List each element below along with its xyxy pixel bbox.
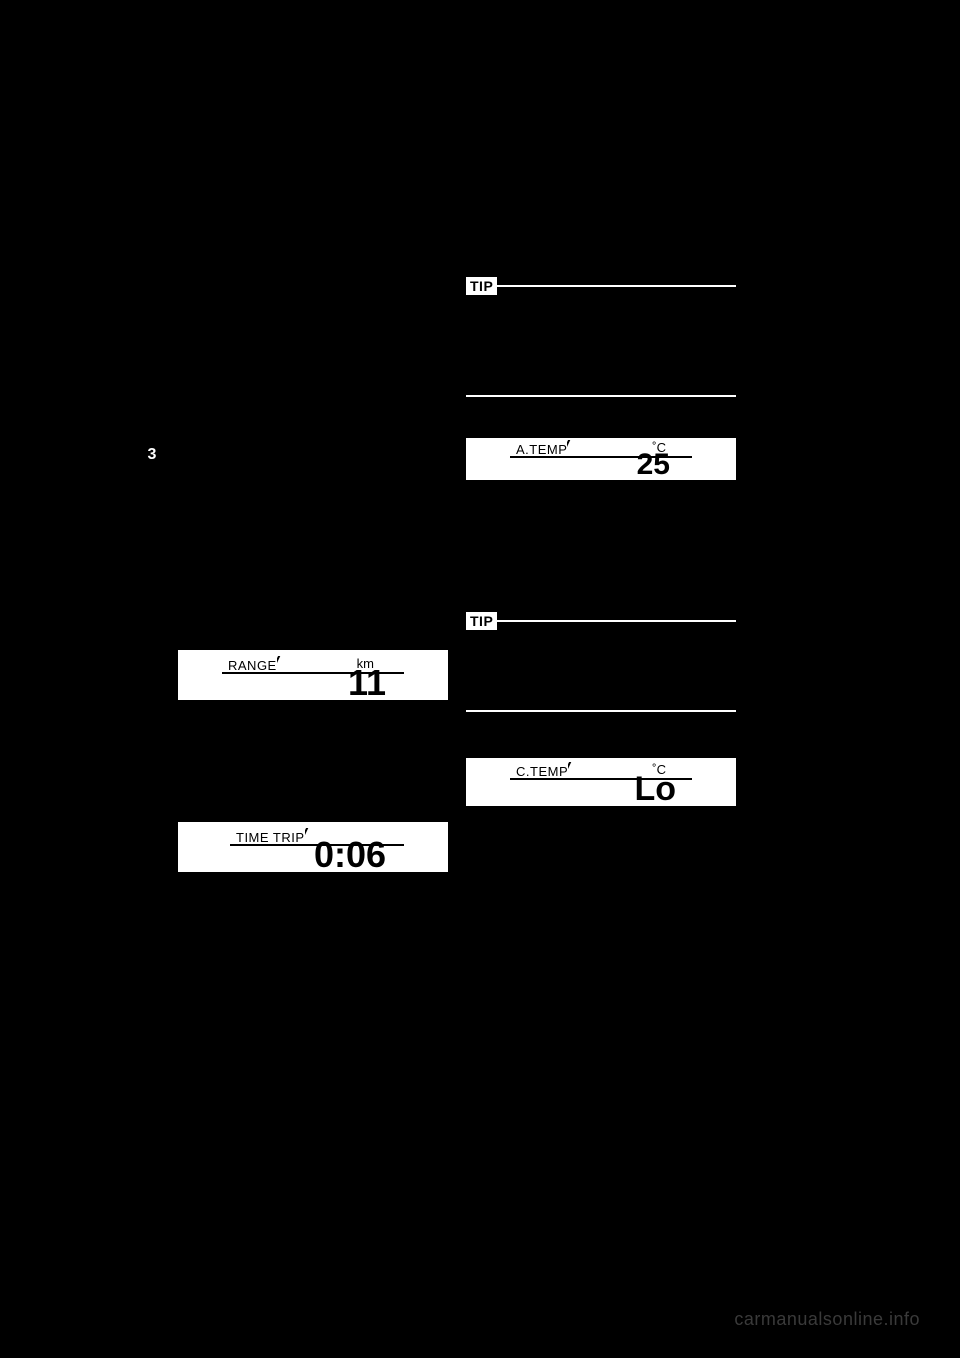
display-atemp: A.TEMP ˚C 25	[466, 438, 736, 480]
watermark: carmanualsonline.info	[734, 1309, 920, 1330]
display-range: RANGE km 11	[178, 650, 448, 700]
tip-label: TIP	[466, 612, 497, 630]
display-timetrip: TIME TRIP 0:06	[178, 822, 448, 872]
tip-block-2: TIP	[466, 612, 736, 712]
tip-divider-line	[497, 620, 736, 622]
tip-divider-line	[497, 285, 736, 287]
tip-label: TIP	[466, 277, 497, 295]
range-label: RANGE	[228, 658, 277, 673]
tip-header: TIP	[466, 277, 736, 295]
ctemp-value: Lo	[634, 770, 676, 809]
display-ctemp: C.TEMP ˚C Lo	[466, 758, 736, 806]
atemp-label: A.TEMP	[516, 442, 567, 457]
atemp-value: 25	[637, 448, 670, 482]
tip-block-1: TIP	[466, 277, 736, 397]
tip-bottom-line	[466, 710, 736, 712]
tip-header: TIP	[466, 612, 736, 630]
timetrip-value: 0:06	[314, 834, 386, 876]
page-number: 3	[141, 446, 163, 468]
range-value: 11	[348, 662, 386, 704]
ctemp-label: C.TEMP	[516, 764, 568, 779]
timetrip-label: TIME TRIP	[236, 830, 305, 845]
tip-bottom-line	[466, 395, 736, 397]
